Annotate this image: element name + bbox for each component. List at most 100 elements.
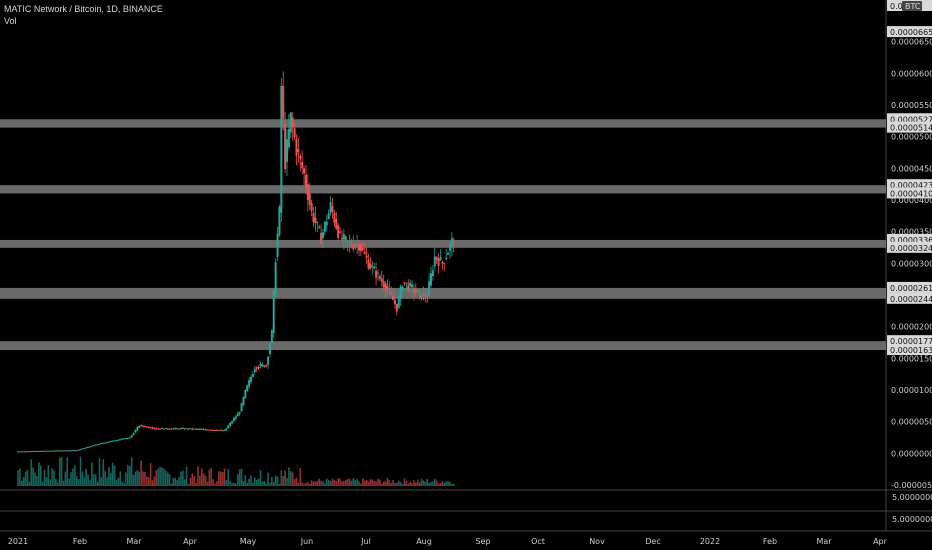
candle-body xyxy=(88,446,91,448)
price-tag: 0.00006651 xyxy=(890,28,932,37)
volume-bar xyxy=(102,459,105,486)
time-tick-label: Mar xyxy=(816,537,832,546)
candle-body xyxy=(376,272,379,274)
zone-low-tag-bg xyxy=(887,344,932,356)
volume-bar xyxy=(250,475,252,486)
volume-bar xyxy=(329,481,332,486)
time-tick-label: May xyxy=(240,537,257,546)
candle-body xyxy=(301,162,304,169)
candle-body xyxy=(111,440,114,442)
volume-bar xyxy=(322,481,324,486)
volume-bar xyxy=(379,479,381,486)
symbol-title: MATIC Network / Bitcoin, 1D, BINANCE xyxy=(4,4,163,14)
candle-body xyxy=(244,389,247,399)
volume-bar xyxy=(155,470,158,486)
candle-body xyxy=(255,367,258,370)
candle-body xyxy=(191,428,194,430)
volume-bar xyxy=(195,482,197,486)
volume-bar xyxy=(144,471,146,486)
volume-bar xyxy=(437,483,440,486)
candle-body xyxy=(75,450,78,452)
volume-bar xyxy=(219,471,222,486)
candle-body xyxy=(375,270,378,278)
candle-body xyxy=(20,451,23,453)
volume-bar xyxy=(343,481,345,486)
candle-body xyxy=(34,451,37,453)
candle-body xyxy=(443,263,446,265)
candle-body xyxy=(66,450,69,452)
volume-bar xyxy=(229,480,231,486)
candle-body xyxy=(30,451,33,453)
candle-body xyxy=(166,428,169,430)
candle-body xyxy=(412,288,415,293)
candle-body xyxy=(49,450,52,452)
price-tick-label: 0.00000000 xyxy=(891,449,932,458)
volume-bar xyxy=(386,478,389,486)
volume-bar xyxy=(127,464,129,486)
candle-body xyxy=(246,385,249,392)
candle-body xyxy=(354,244,357,247)
volume-bar xyxy=(397,480,400,486)
time-tick-label: Oct xyxy=(531,537,545,546)
volume-bar xyxy=(214,483,216,486)
candle-body xyxy=(24,451,27,453)
volume-bar xyxy=(409,481,411,486)
candle-body xyxy=(26,451,29,453)
volume-bar xyxy=(180,471,182,486)
zone-low-tag-bg xyxy=(887,241,932,253)
candle-body xyxy=(437,258,440,266)
resistance-zone xyxy=(0,119,886,128)
candle-body xyxy=(22,451,25,453)
candle-body xyxy=(79,449,82,451)
volume-bar xyxy=(30,459,33,486)
volume-bar xyxy=(324,483,326,486)
volume-bar xyxy=(297,482,300,486)
candle-body xyxy=(422,292,425,295)
candle-body xyxy=(363,251,366,255)
zone-low-tag: 0.00004104 xyxy=(890,189,932,198)
volume-bar xyxy=(231,483,233,486)
resistance-zone xyxy=(0,287,886,299)
volume-bar xyxy=(259,469,262,486)
volume-bar xyxy=(403,478,406,486)
volume-bar xyxy=(60,456,63,486)
currency-badge: BTC xyxy=(905,2,921,11)
volume-bar xyxy=(394,482,396,486)
volume-bar xyxy=(388,480,391,486)
zone-high-tag-bg xyxy=(887,335,932,347)
candle-body xyxy=(100,443,103,445)
candle-body xyxy=(151,427,154,429)
candle-body xyxy=(145,426,148,428)
time-tick-label: Mar xyxy=(126,537,142,546)
volume-bar xyxy=(267,472,269,486)
volume-bar xyxy=(24,471,27,486)
volume-bar xyxy=(151,480,154,486)
candle-body xyxy=(47,450,50,452)
volume-bar xyxy=(375,481,377,486)
candle-body xyxy=(71,450,74,452)
candle-body xyxy=(274,262,277,295)
candle-body xyxy=(215,430,218,432)
candle-body xyxy=(229,422,232,426)
candle-body xyxy=(225,428,228,431)
volume-bar xyxy=(236,474,239,486)
candle-body xyxy=(238,412,241,414)
volume-bar xyxy=(452,483,455,486)
candle-body xyxy=(236,413,239,417)
candle-body xyxy=(344,236,347,241)
candle-body xyxy=(223,429,226,431)
candle-body xyxy=(303,168,306,174)
volume-bar xyxy=(341,481,343,486)
resistance-zone xyxy=(0,341,886,351)
candle-body xyxy=(28,451,31,453)
volume-bar xyxy=(430,481,432,486)
candle-body xyxy=(365,255,368,259)
candle-body xyxy=(369,263,372,269)
candle-body xyxy=(399,286,402,300)
candle-body xyxy=(268,344,271,355)
volume-bar xyxy=(56,482,59,486)
volume-bar xyxy=(303,483,305,486)
volume-tick-label: 5.00000000 xyxy=(892,493,932,502)
